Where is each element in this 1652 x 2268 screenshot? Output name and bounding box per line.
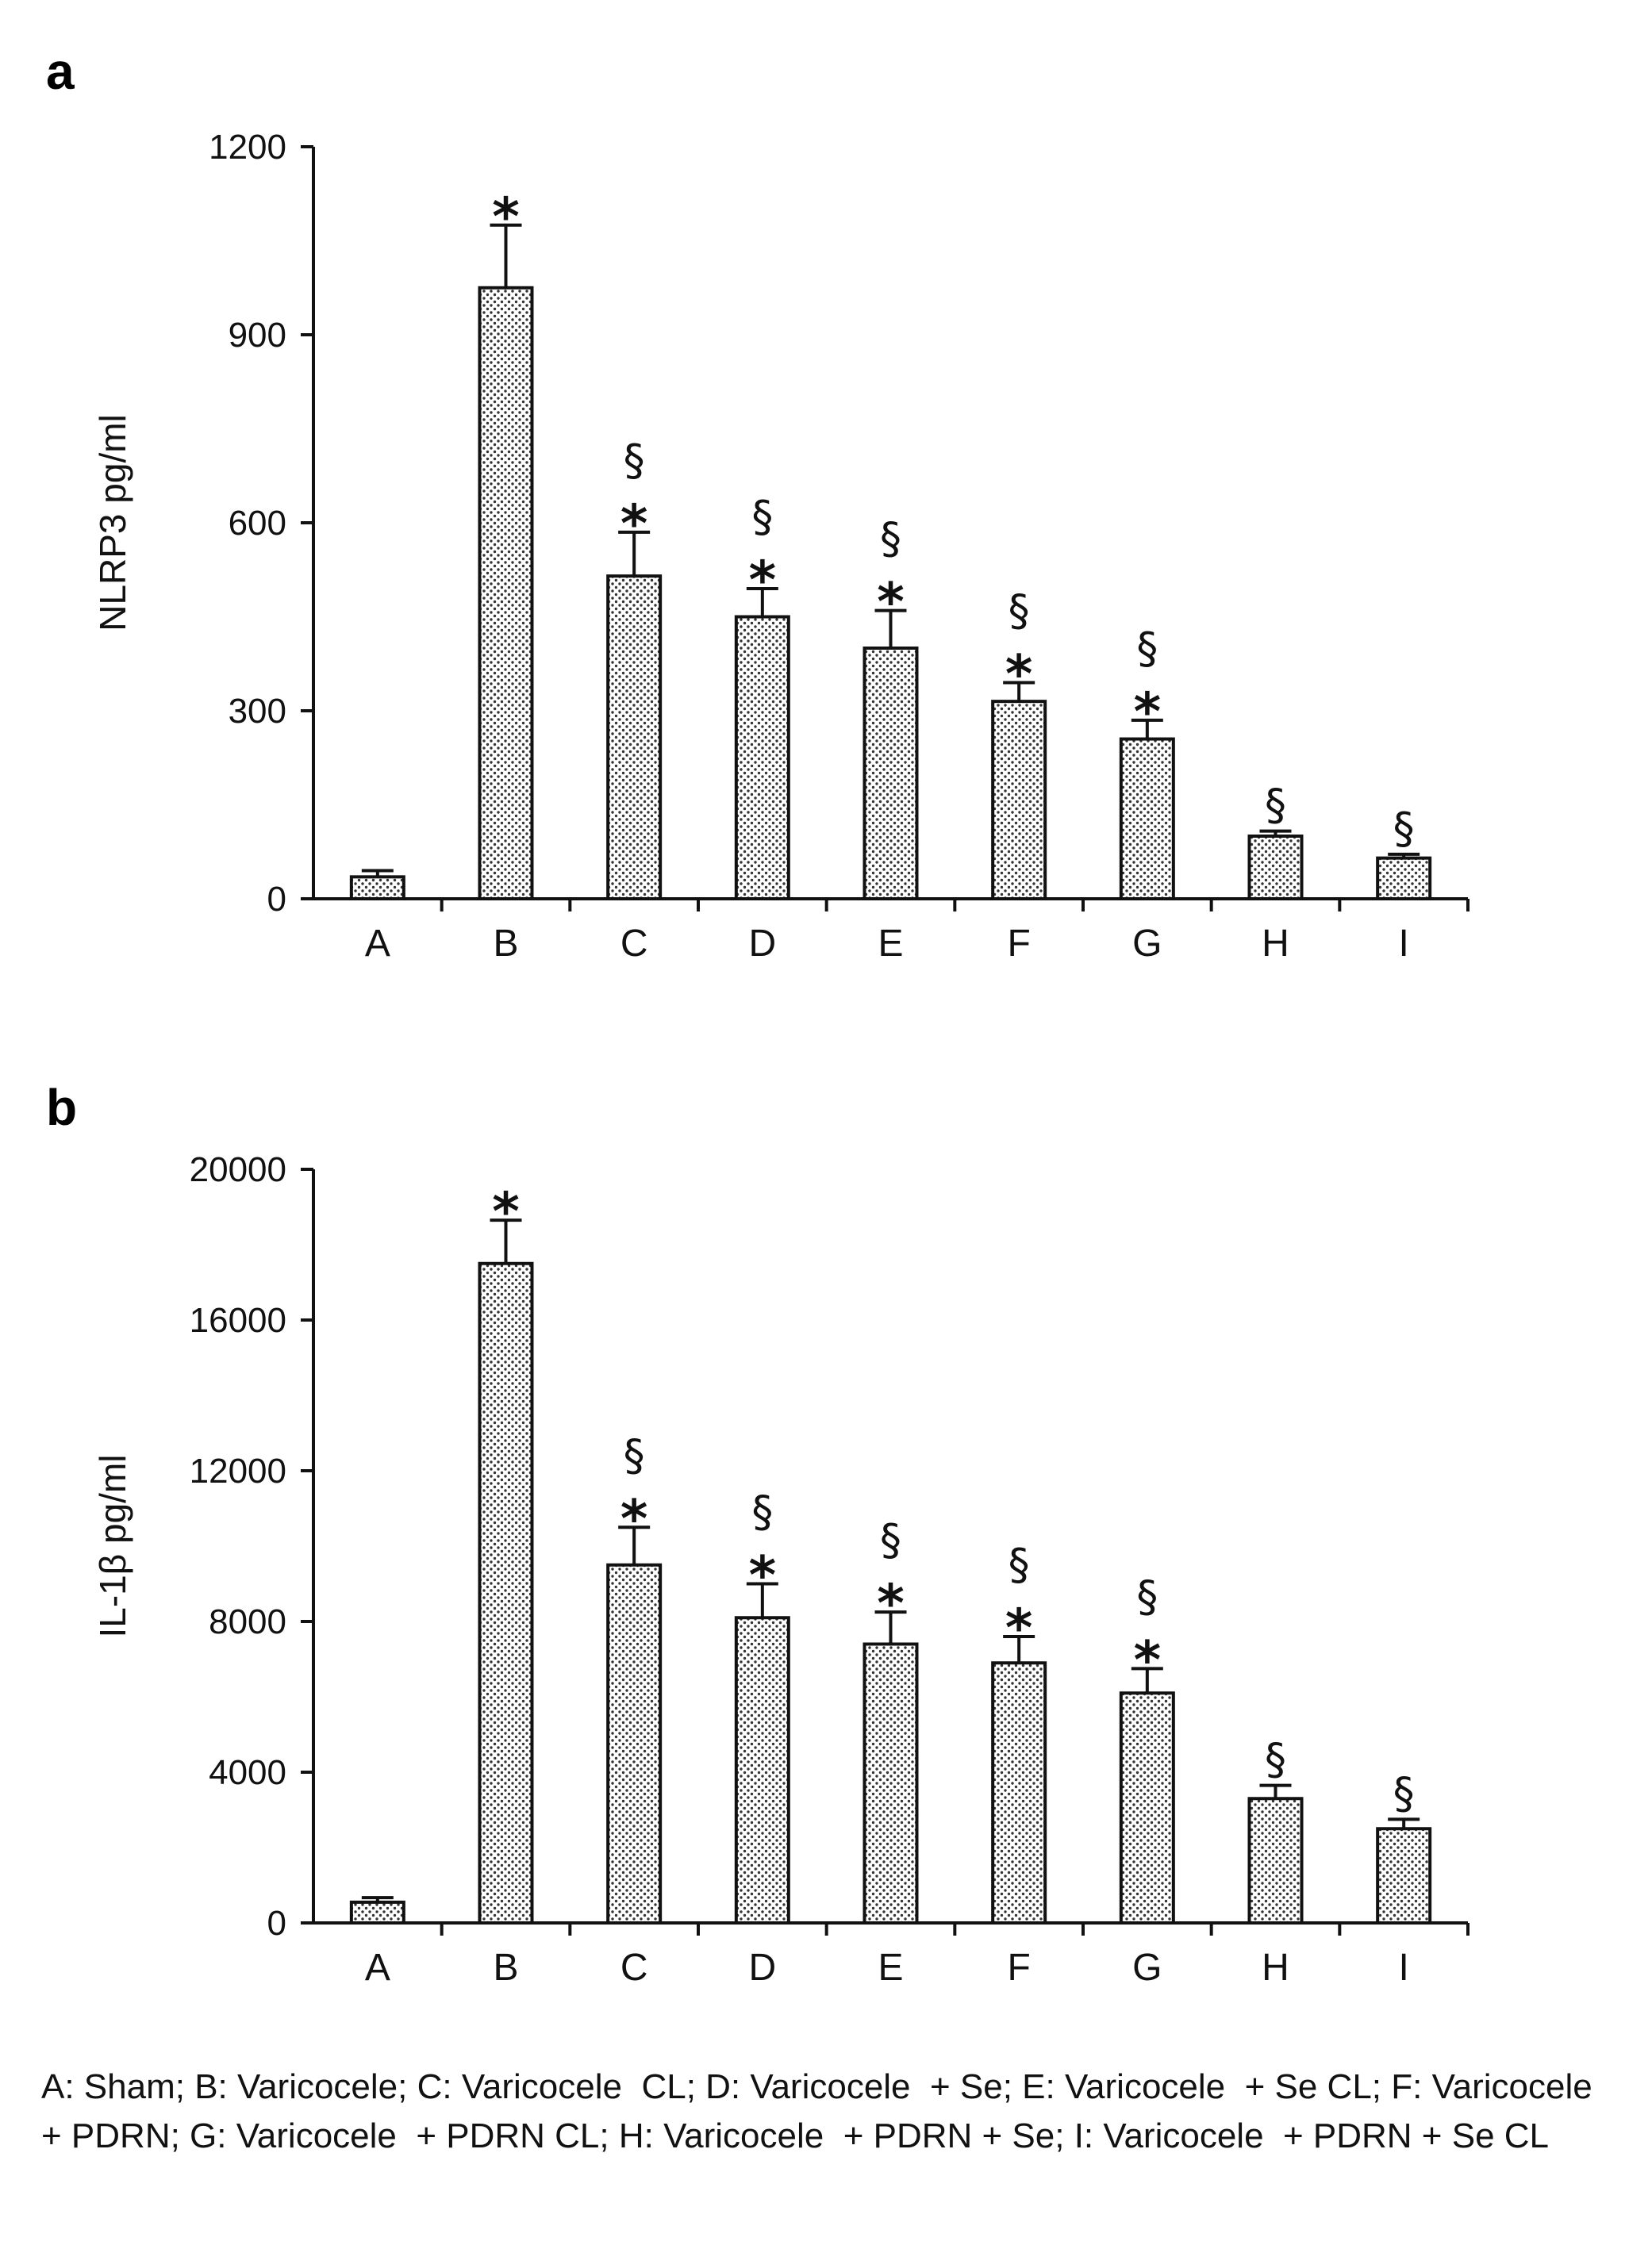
- bar-D: [734, 1616, 790, 1925]
- significance-section-I: §: [1393, 804, 1415, 854]
- y-tick-label: 12000: [190, 1452, 286, 1491]
- significance-section-F: §: [1008, 1540, 1030, 1590]
- panel-label: b: [46, 1079, 77, 1136]
- category-label-G: G: [1132, 1947, 1162, 1989]
- category-label-C: C: [620, 923, 648, 965]
- category-label-F: F: [1008, 1947, 1031, 1989]
- y-tick-label: 16000: [190, 1301, 286, 1340]
- significance-star-F: *: [1005, 1598, 1033, 1659]
- significance-star-B: *: [492, 1181, 520, 1242]
- significance-section-E: §: [880, 1515, 901, 1565]
- significance-star-D: *: [749, 550, 777, 611]
- bar-C: [606, 574, 663, 901]
- significance-section-C: §: [624, 436, 645, 485]
- bar-F: [991, 1661, 1047, 1925]
- category-label-A: A: [365, 923, 390, 965]
- bar-E: [862, 647, 919, 900]
- significance-star-G: *: [1134, 681, 1162, 743]
- panel-label: a: [46, 43, 75, 100]
- bar-E: [862, 1642, 919, 1925]
- category-label-I: I: [1398, 923, 1408, 965]
- bar-H: [1247, 1797, 1304, 1925]
- bar-H: [1247, 835, 1304, 900]
- panel-a: a 0 300 600 900 1200 NLRP3 pg/ml A B * C * § D * § E * § F *…: [46, 43, 1470, 965]
- y-tick-label: 1200: [209, 128, 286, 167]
- significance-star-E: *: [877, 1573, 905, 1634]
- category-label-B: B: [493, 923, 518, 965]
- category-label-C: C: [620, 1947, 648, 1989]
- panel-b: b 0 4000 8000 12000 16000 20000 IL-1β pg/ml A B * C…: [46, 1079, 1470, 1989]
- bar-G: [1119, 737, 1175, 900]
- bar-D: [734, 615, 790, 900]
- significance-star-E: *: [877, 572, 905, 633]
- significance-star-D: *: [749, 1545, 777, 1606]
- y-tick-label: 900: [229, 316, 286, 355]
- bar-B: [478, 1261, 534, 1925]
- bar-A: [349, 875, 405, 900]
- significance-section-F: §: [1008, 585, 1030, 635]
- significance-star-B: *: [492, 186, 520, 248]
- y-tick-label: 20000: [190, 1150, 286, 1189]
- category-label-G: G: [1132, 923, 1162, 965]
- category-label-D: D: [748, 923, 776, 965]
- significance-star-G: *: [1134, 1629, 1162, 1690]
- y-tick-label: 0: [267, 880, 286, 919]
- bar-I: [1376, 856, 1432, 901]
- category-label-I: I: [1398, 1947, 1408, 1989]
- significance-section-G: §: [1136, 1571, 1158, 1621]
- bar-I: [1376, 1827, 1432, 1925]
- significance-section-E: §: [880, 514, 901, 564]
- figure-legend: A: Sham; B: Varicocele; C: Varicocele CL…: [41, 2067, 1612, 2155]
- significance-section-C: §: [624, 1430, 645, 1480]
- bar-B: [478, 286, 534, 900]
- significance-section-I: §: [1393, 1768, 1415, 1818]
- significance-section-D: §: [751, 492, 773, 542]
- bar-F: [991, 700, 1047, 901]
- category-label-E: E: [878, 923, 903, 965]
- bar-A: [349, 1900, 405, 1925]
- significance-section-H: §: [1265, 1735, 1286, 1785]
- significance-section-H: §: [1265, 781, 1286, 831]
- y-tick-label: 600: [229, 504, 286, 543]
- category-label-H: H: [1262, 923, 1289, 965]
- y-tick-label: 300: [229, 692, 286, 731]
- y-axis-title: IL-1β pg/ml: [92, 1455, 133, 1638]
- y-tick-label: 4000: [209, 1753, 286, 1792]
- y-axis-title: NLRP3 pg/ml: [92, 414, 133, 631]
- y-tick-label: 8000: [209, 1602, 286, 1641]
- y-tick-label: 0: [267, 1904, 286, 1943]
- significance-star-C: *: [620, 1488, 648, 1549]
- category-label-H: H: [1262, 1947, 1289, 1989]
- significance-section-D: §: [751, 1487, 773, 1537]
- category-label-B: B: [493, 1947, 518, 1989]
- category-label-A: A: [365, 1947, 390, 1989]
- significance-star-F: *: [1005, 643, 1033, 704]
- category-label-F: F: [1008, 923, 1031, 965]
- bar-C: [606, 1563, 663, 1925]
- bar-G: [1119, 1691, 1175, 1925]
- category-label-D: D: [748, 1947, 776, 1989]
- significance-star-C: *: [620, 493, 648, 555]
- significance-section-G: §: [1136, 624, 1158, 673]
- category-label-E: E: [878, 1947, 903, 1989]
